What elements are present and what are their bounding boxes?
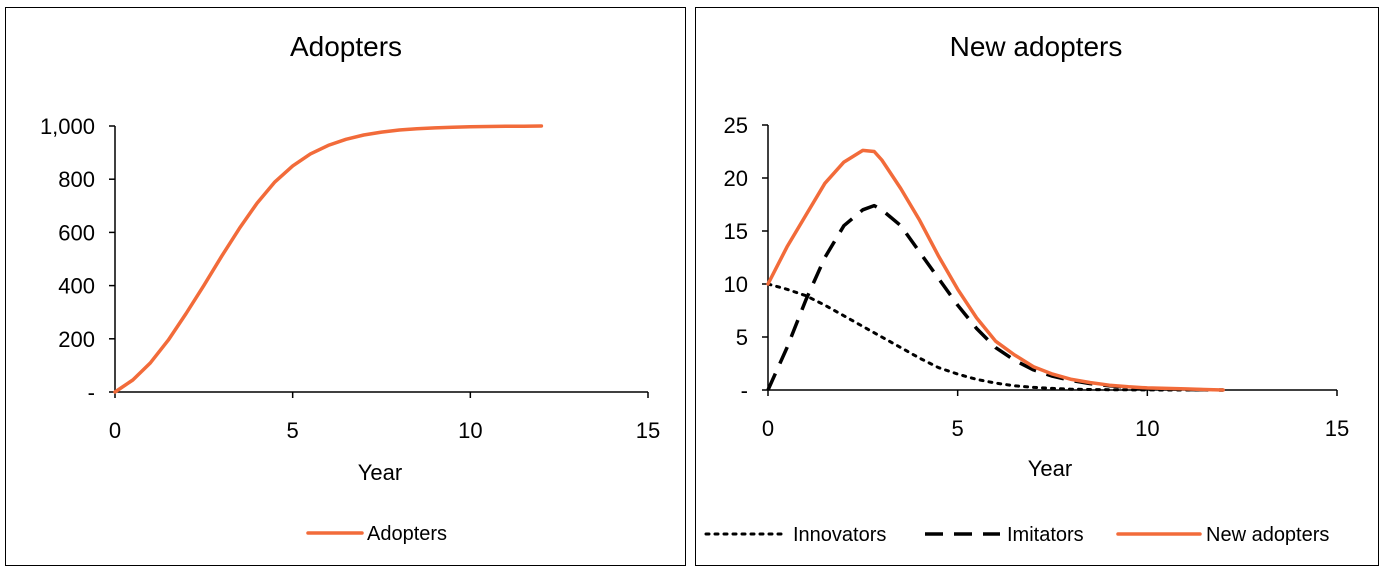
legend: Innovators Imitators New adopters [704, 524, 1329, 546]
chart-panel-adopters: Adopters - 200 400 600 800 1,000 0 5 10 15 Year A… [5, 7, 686, 566]
x-tick-label: 5 [287, 418, 299, 443]
axes: - 5 10 15 20 25 0 5 10 15 [724, 113, 1350, 441]
y-tick-label: 25 [724, 113, 748, 138]
y-tick-label: 15 [724, 219, 748, 244]
chart-frame [5, 7, 686, 566]
series-line-new-adopters [766, 148, 1225, 392]
legend-label: New adopters [1206, 524, 1329, 546]
chart-frame [695, 7, 1379, 566]
y-tick-label: 1,000 [40, 114, 95, 139]
series-line-innovators [766, 282, 1225, 392]
chart-title: Adopters [290, 31, 402, 62]
legend-label: Imitators [1007, 524, 1084, 546]
series-layer [766, 148, 1225, 392]
legend-label: Adopters [367, 523, 447, 545]
chart-panel-new-adopters: New adopters - 5 10 15 20 25 0 5 10 15 Year Innov… [695, 7, 1379, 566]
x-tick-label: 5 [952, 416, 964, 441]
x-tick-label: 10 [458, 418, 482, 443]
chart-title: New adopters [950, 31, 1123, 62]
y-tick-label: 5 [736, 325, 748, 350]
y-tick-label: 800 [58, 167, 95, 192]
x-tick-label: 0 [109, 418, 121, 443]
legend: Adopters [306, 523, 447, 545]
y-tick-label: 200 [58, 327, 95, 352]
x-tick-label: 0 [762, 416, 774, 441]
x-tick-label: 15 [1325, 416, 1349, 441]
y-tick-label: 20 [724, 166, 748, 191]
series-line-adopters [113, 124, 544, 394]
y-tick-label: 400 [58, 274, 95, 299]
y-tick-label: 10 [724, 272, 748, 297]
x-tick-label: 15 [636, 418, 660, 443]
x-axis-label: Year [1028, 456, 1072, 481]
y-tick-label: 600 [58, 220, 95, 245]
legend-label: Innovators [793, 524, 886, 546]
axes: - 200 400 600 800 1,000 0 5 10 15 [40, 114, 660, 443]
y-tick-label: - [88, 380, 95, 405]
series-layer [113, 124, 544, 394]
x-axis-label: Year [358, 460, 402, 485]
y-tick-label: - [741, 378, 748, 403]
x-tick-label: 10 [1135, 416, 1159, 441]
